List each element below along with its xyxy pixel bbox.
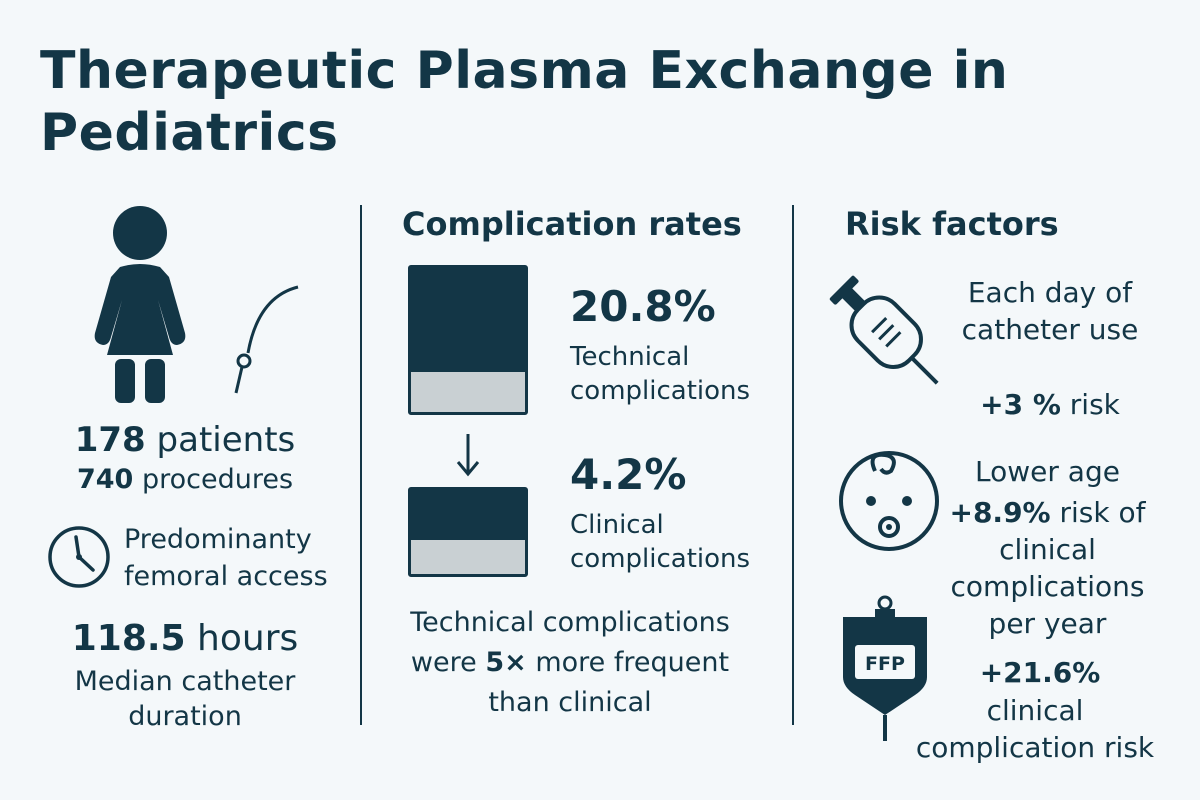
technical-bar — [408, 265, 528, 415]
clinical-label: Clinical complications — [570, 510, 751, 574]
catheter-factor-text: Each day of catheter use — [961, 276, 1139, 346]
clinical-percent: 4.2% — [570, 450, 687, 499]
baby-face-icon — [839, 451, 939, 551]
catheter-effect-label: risk — [1069, 388, 1120, 421]
ffp-effect-value-line: +21.6% — [940, 654, 1140, 691]
duration-stat: 118.5 hours — [40, 618, 330, 660]
column-divider-right — [792, 205, 794, 725]
catheter-icon — [234, 285, 299, 394]
technical-bar-base — [411, 372, 525, 412]
patients-label: patients — [156, 420, 296, 460]
technical-percent: 20.8% — [570, 282, 716, 331]
person-icon — [94, 206, 186, 403]
procedures-value: 740 — [76, 464, 134, 495]
duration-label: Median catheter duration — [74, 666, 296, 732]
age-effect-value: +8.9% — [949, 496, 1051, 529]
complication-rates-heading: Complication rates — [402, 205, 742, 243]
catheter-factor-effect: +3 % risk — [950, 386, 1150, 423]
syringe-icon — [829, 275, 939, 385]
note-multiplier: 5× — [485, 647, 527, 678]
age-factor-text: Lower age — [975, 455, 1120, 488]
procedures-stat: 740 procedures — [40, 462, 330, 498]
technical-bar-fill — [411, 268, 525, 372]
age-factor-effect: +8.9% risk of clinical complications per… — [925, 494, 1170, 642]
clinical-bar-fill — [411, 490, 525, 540]
duration-unit: hours — [197, 618, 299, 659]
clock-icon — [48, 526, 110, 588]
age-effect-label: risk of clinical complications per year — [950, 496, 1146, 640]
comparison-note: Technical complications were 5× more fre… — [385, 603, 755, 723]
ffp-badge: FFP — [865, 653, 905, 675]
ffp-effect-value: +21.6% — [979, 656, 1101, 689]
access-text: Predominanty femoral access — [124, 524, 328, 592]
patients-stat: 178 patients — [40, 420, 330, 460]
column-divider-left — [360, 205, 362, 725]
note-prefix: Technical complications were — [410, 607, 730, 678]
clinical-bar-base — [411, 540, 525, 574]
catheter-effect-value: +3 % — [980, 388, 1061, 421]
page-title: Therapeutic Plasma Exchange in Pediatric… — [40, 41, 1009, 163]
patients-value: 178 — [74, 420, 146, 460]
down-arrow-icon — [456, 434, 480, 477]
duration-value: 118.5 — [71, 618, 186, 659]
ffp-bag-icon — [843, 595, 927, 741]
technical-label: Technical complications — [570, 342, 751, 406]
risk-factors-heading: Risk factors — [845, 205, 1059, 243]
clinical-bar — [408, 487, 528, 577]
ffp-effect-label: clinical complication risk — [915, 694, 1155, 764]
note-suffix: more frequent than clinical — [488, 647, 730, 718]
procedures-label: procedures — [141, 464, 294, 495]
